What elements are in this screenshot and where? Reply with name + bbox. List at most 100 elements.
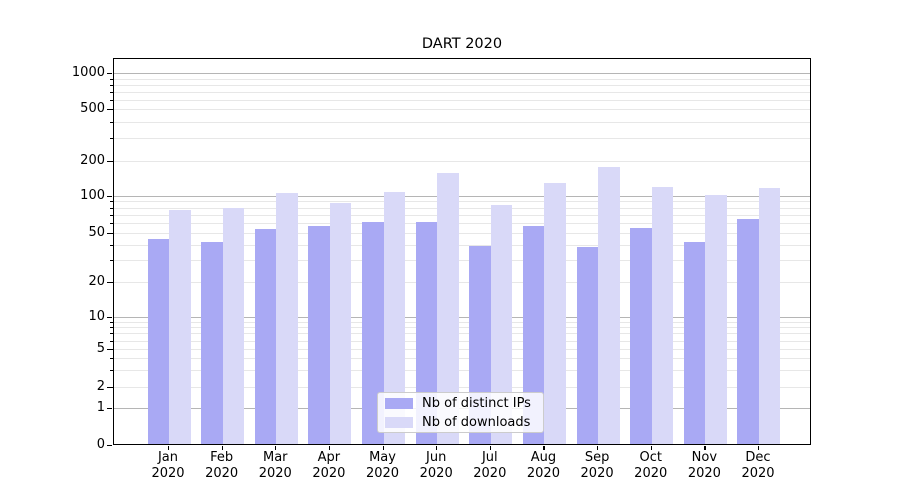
y-tick-label: 50: [88, 224, 105, 240]
y-tick: [107, 109, 112, 111]
x-tick-label: Oct 2020: [634, 450, 668, 481]
y-minor-tick: [110, 121, 113, 123]
x-tick-label: Mar 2020: [258, 450, 292, 481]
gridline-minor: [114, 109, 810, 111]
bar: [362, 222, 384, 444]
gridline-minor: [114, 282, 810, 284]
y-tick-label: 500: [80, 101, 105, 117]
y-minor-tick: [110, 222, 113, 224]
x-tick: [543, 446, 545, 450]
legend: Nb of distinct IPs Nb of downloads: [377, 392, 544, 433]
y-tick: [107, 407, 112, 409]
x-tick: [704, 446, 706, 450]
x-tick: [275, 446, 277, 450]
y-minor-tick: [110, 244, 113, 246]
bar: [415, 222, 438, 444]
x-tick: [757, 446, 760, 450]
bar: [329, 202, 352, 444]
x-tick-label: May 2020: [365, 450, 400, 481]
y-minor-tick: [110, 91, 113, 93]
x-tick: [489, 446, 491, 450]
x-tick: [221, 446, 223, 450]
gridline-minor: [114, 260, 810, 262]
x-tick-label: Nov 2020: [687, 450, 721, 481]
gridline-minor: [114, 222, 810, 224]
x-tick: [168, 446, 170, 450]
y-tick: [107, 282, 112, 284]
gridline-minor: [114, 370, 810, 372]
y-minor-tick: [110, 84, 113, 86]
legend-item-downloads: Nb of downloads: [385, 414, 543, 430]
y-minor-tick: [110, 207, 113, 209]
y-tick: [107, 195, 112, 197]
gridline-minor: [114, 160, 810, 162]
y-tick-label: 5: [96, 341, 105, 357]
y-minor-tick: [110, 333, 113, 335]
bar: [169, 209, 191, 444]
gridline-minor: [114, 386, 810, 388]
legend-swatch-downloads: [385, 416, 413, 428]
bar: [522, 226, 545, 444]
gridline-minor: [114, 78, 810, 80]
y-tick-label: 1: [96, 399, 105, 415]
x-tick: [328, 446, 331, 450]
bar: [437, 172, 459, 444]
bar: [576, 247, 599, 444]
x-tick-label: Sep 2020: [580, 450, 614, 481]
bar: [544, 183, 566, 444]
y-tick-label: 100: [80, 187, 105, 203]
bar: [758, 188, 781, 444]
x-tick: [382, 446, 384, 450]
gridline-minor: [114, 214, 810, 216]
gridline-minor: [114, 137, 810, 139]
x-tick-label: Jul 2020: [473, 450, 507, 481]
y-minor-tick: [110, 370, 113, 372]
bar: [598, 167, 620, 444]
bar: [222, 208, 245, 444]
y-minor-tick: [110, 340, 113, 342]
bar: [490, 204, 513, 444]
y-tick-label: 20: [88, 274, 105, 290]
legend-swatch-distinct-ips: [385, 397, 413, 409]
legend-label-distinct-ips: Nb of distinct IPs: [422, 395, 531, 411]
x-tick-label: Jan 2020: [151, 450, 185, 481]
y-tick: [107, 232, 112, 234]
x-tick: [597, 446, 599, 450]
bar: [276, 192, 298, 444]
y-minor-tick: [110, 201, 113, 203]
gridline-minor: [114, 201, 810, 203]
bar: [201, 241, 223, 444]
y-minor-tick: [110, 78, 113, 80]
bar: [308, 226, 330, 444]
y-tick: [107, 160, 112, 162]
y-minor-tick: [110, 137, 113, 139]
y-tick-label: 2: [96, 378, 105, 394]
gridline-minor: [114, 333, 810, 335]
y-tick: [107, 386, 112, 388]
bar: [651, 186, 674, 444]
gridline-major: [114, 195, 810, 197]
y-minor-tick: [110, 214, 113, 216]
plot-area: [113, 58, 811, 445]
y-minor-tick: [110, 321, 113, 323]
y-minor-tick: [110, 358, 113, 360]
y-tick-label: 0: [96, 437, 105, 452]
gridline-minor: [114, 84, 810, 86]
gridline-minor: [114, 244, 810, 246]
bar: [630, 228, 652, 444]
x-tick-label: Apr 2020: [312, 450, 346, 481]
gridline-minor: [114, 358, 810, 360]
bar: [683, 241, 706, 444]
y-minor-tick: [110, 327, 113, 329]
gridline-minor: [114, 121, 810, 123]
x-tick-label: Dec 2020: [741, 450, 775, 481]
gridline-minor: [114, 327, 810, 329]
gridline-minor: [114, 232, 810, 234]
y-tick-label: 10: [88, 308, 105, 324]
bar: [254, 229, 277, 444]
x-tick: [650, 446, 652, 450]
gridline-major: [114, 73, 810, 75]
bar: [383, 191, 406, 444]
gridline-minor: [114, 321, 810, 323]
